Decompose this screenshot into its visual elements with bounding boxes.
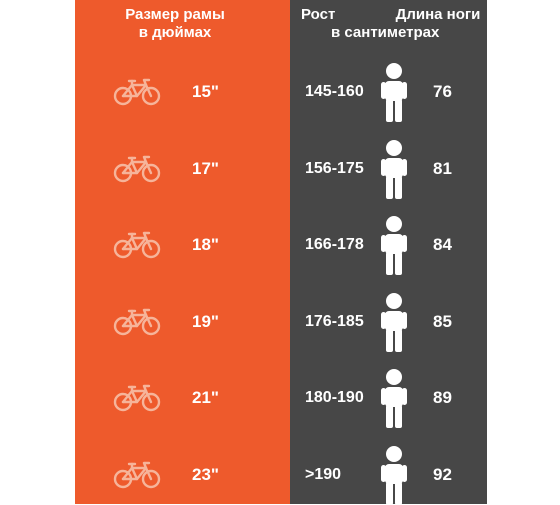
person-icon — [381, 445, 407, 505]
bicycle-icon — [113, 231, 161, 259]
leg-length-header: Длина ноги — [383, 6, 493, 24]
bicycle-icon — [113, 461, 161, 488]
height-header-line1: Рост — [301, 6, 336, 23]
bicycle-icon — [113, 308, 161, 335]
size-row: 19" 176-185 85 — [75, 292, 487, 352]
person-icon — [381, 139, 407, 199]
frame-size-value: 19" — [192, 311, 219, 331]
person-icon — [381, 63, 407, 122]
frame-size-value: 18" — [192, 235, 219, 254]
leg-length-value: 89 — [433, 388, 452, 407]
bicycle-icon — [113, 384, 161, 412]
height-range: 166-178 — [305, 236, 364, 253]
height-range: 156-175 — [305, 159, 364, 177]
leg-length-value: 84 — [433, 235, 452, 254]
height-range: 176-185 — [305, 312, 364, 330]
leg-length-value: 76 — [433, 82, 452, 101]
frame-size-value: 17" — [192, 158, 219, 178]
height-header-line2: в сантиметрах — [331, 24, 439, 42]
height-header: Рост в сантиметрах — [301, 6, 439, 42]
person-icon — [381, 369, 407, 428]
frame-size-header: Размер рамы в дюймах — [110, 6, 240, 42]
frame-size-value: 21" — [192, 388, 219, 407]
leg-length-value: 81 — [433, 158, 452, 178]
height-range: >190 — [305, 465, 342, 483]
size-row: 21" 180-190 89 — [75, 368, 487, 428]
size-row: 23" >190 92 — [75, 445, 487, 505]
frame-size-table: Размер рамы в дюймах Рост в сантиметрах … — [75, 0, 487, 505]
leg-header-line1: Длина ноги — [395, 6, 481, 23]
bicycle-icon — [113, 155, 161, 182]
bicycle-icon — [113, 78, 161, 106]
frame-size-value: 23" — [192, 464, 219, 484]
frame-size-value: 15" — [192, 82, 219, 101]
size-row: 15" 145-160 76 — [75, 62, 487, 122]
leg-length-value: 85 — [433, 311, 452, 331]
person-icon — [381, 292, 407, 352]
height-range: 145-160 — [305, 83, 364, 100]
frame-header-line2: в дюймах — [138, 24, 212, 41]
frame-size-column — [75, 0, 290, 504]
leg-length-value: 92 — [433, 464, 452, 484]
size-row: 17" 156-175 81 — [75, 139, 487, 199]
frame-header-line1: Размер рамы — [125, 6, 225, 23]
size-row: 18" 166-178 84 — [75, 215, 487, 275]
person-icon — [381, 216, 407, 275]
height-range: 180-190 — [305, 389, 364, 406]
